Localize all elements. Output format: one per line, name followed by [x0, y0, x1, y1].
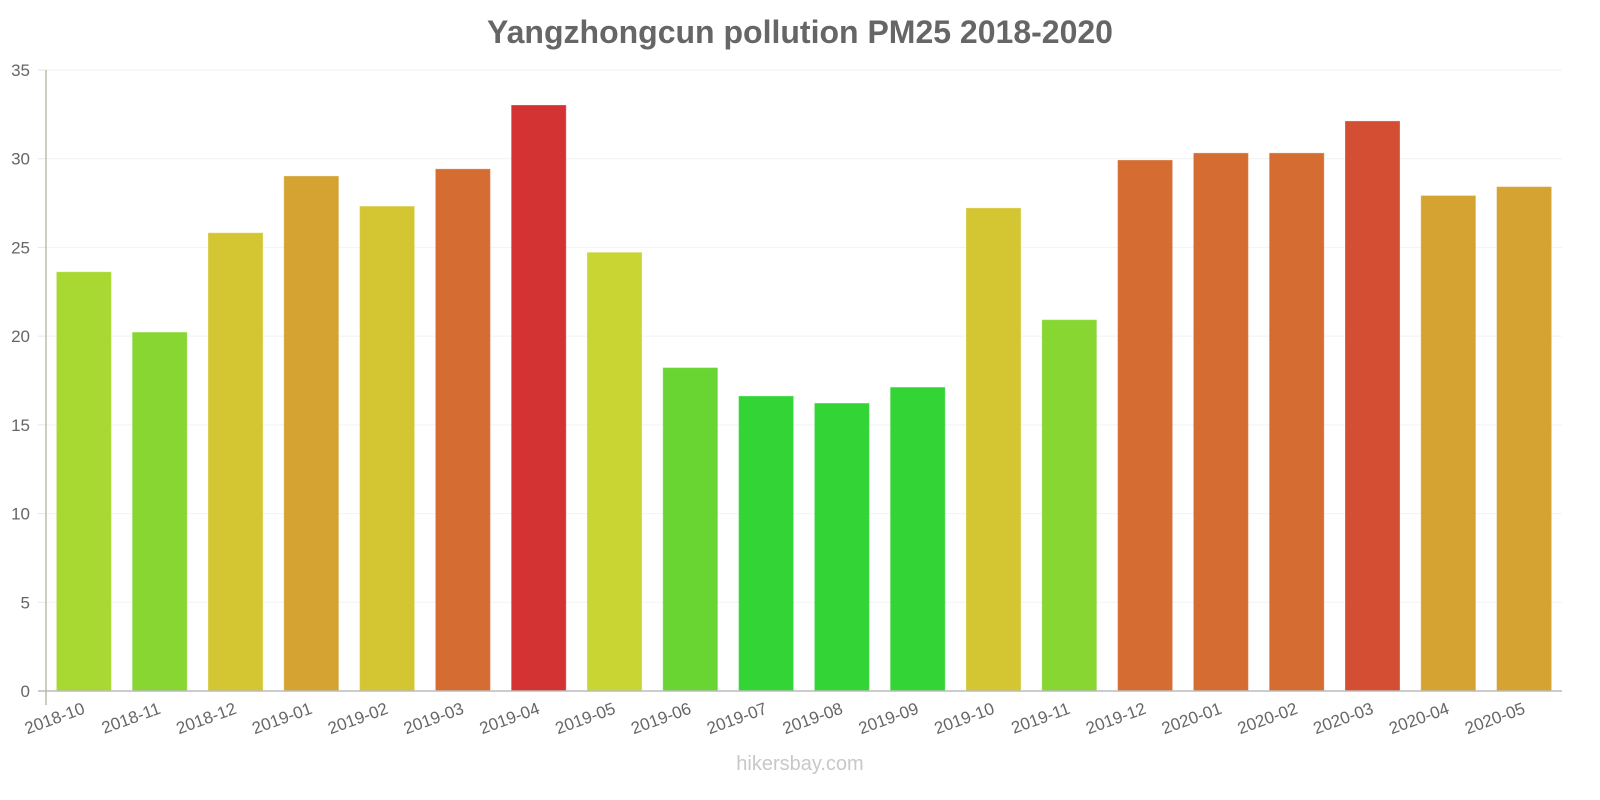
x-tick-label: 2019-09 — [856, 699, 921, 738]
y-tick-label: 15 — [11, 416, 30, 435]
bar-2019-01[interactable] — [283, 175, 339, 692]
x-tick-label: 2019-08 — [780, 699, 845, 738]
bar-2019-05[interactable] — [587, 252, 642, 692]
y-tick-label: 0 — [21, 682, 30, 701]
watermark: hikersbay.com — [736, 753, 864, 775]
y-tick-label: 35 — [11, 61, 30, 80]
bar-2020-05[interactable] — [1496, 186, 1552, 692]
bar-2019-06[interactable] — [662, 367, 718, 692]
bar-2019-12[interactable] — [1117, 159, 1173, 692]
bar-2019-04[interactable] — [511, 104, 567, 692]
x-tick-label: 2018-11 — [99, 699, 163, 738]
x-tick-label: 2019-05 — [553, 699, 618, 738]
x-tick-label: 2019-10 — [932, 699, 997, 738]
bar-2018-12[interactable] — [208, 232, 263, 692]
bar-2020-03[interactable] — [1345, 120, 1400, 692]
y-tick-label: 30 — [11, 150, 30, 169]
x-tick-label: 2020-04 — [1387, 699, 1452, 738]
x-tick-label: 2019-01 — [250, 699, 315, 738]
y-tick-label: 25 — [11, 238, 30, 257]
bar-2020-04[interactable] — [1420, 195, 1476, 692]
chart-title: Yangzhongcun pollution PM25 2018-2020 — [487, 14, 1113, 50]
x-tick-label: 2019-04 — [477, 699, 542, 738]
bar-2019-08[interactable] — [814, 403, 870, 692]
x-tick-label: 2019-06 — [629, 699, 694, 738]
x-tick-label: 2020-01 — [1159, 699, 1224, 738]
bar-2019-11[interactable] — [1041, 319, 1097, 692]
bar-2019-02[interactable] — [359, 206, 415, 692]
bar-2020-02[interactable] — [1269, 152, 1325, 692]
bar-2018-11[interactable] — [132, 332, 188, 692]
x-tick-label: 2019-12 — [1083, 699, 1148, 738]
bar-2019-07[interactable] — [738, 395, 794, 692]
x-tick-label: 2019-11 — [1009, 699, 1073, 738]
x-tick-label: 2019-02 — [325, 699, 390, 738]
y-tick-label: 20 — [11, 327, 30, 346]
bar-2019-09[interactable] — [890, 387, 946, 692]
bar-2019-03[interactable] — [435, 168, 491, 692]
x-tick-label: 2020-03 — [1311, 699, 1376, 738]
x-tick-label: 2020-02 — [1235, 699, 1300, 738]
y-tick-label: 10 — [11, 505, 30, 524]
x-tick-label: 2019-03 — [401, 699, 466, 738]
x-tick-label: 2018-12 — [174, 699, 239, 738]
x-tick-label: 2018-10 — [22, 699, 87, 738]
bar-2018-10[interactable] — [56, 271, 112, 692]
bar-2020-01[interactable] — [1193, 152, 1249, 692]
bar-2019-10[interactable] — [966, 207, 1021, 692]
x-tick-label: 2020-05 — [1462, 699, 1527, 738]
y-tick-label: 5 — [21, 593, 30, 612]
x-tick-label: 2019-07 — [704, 699, 769, 738]
